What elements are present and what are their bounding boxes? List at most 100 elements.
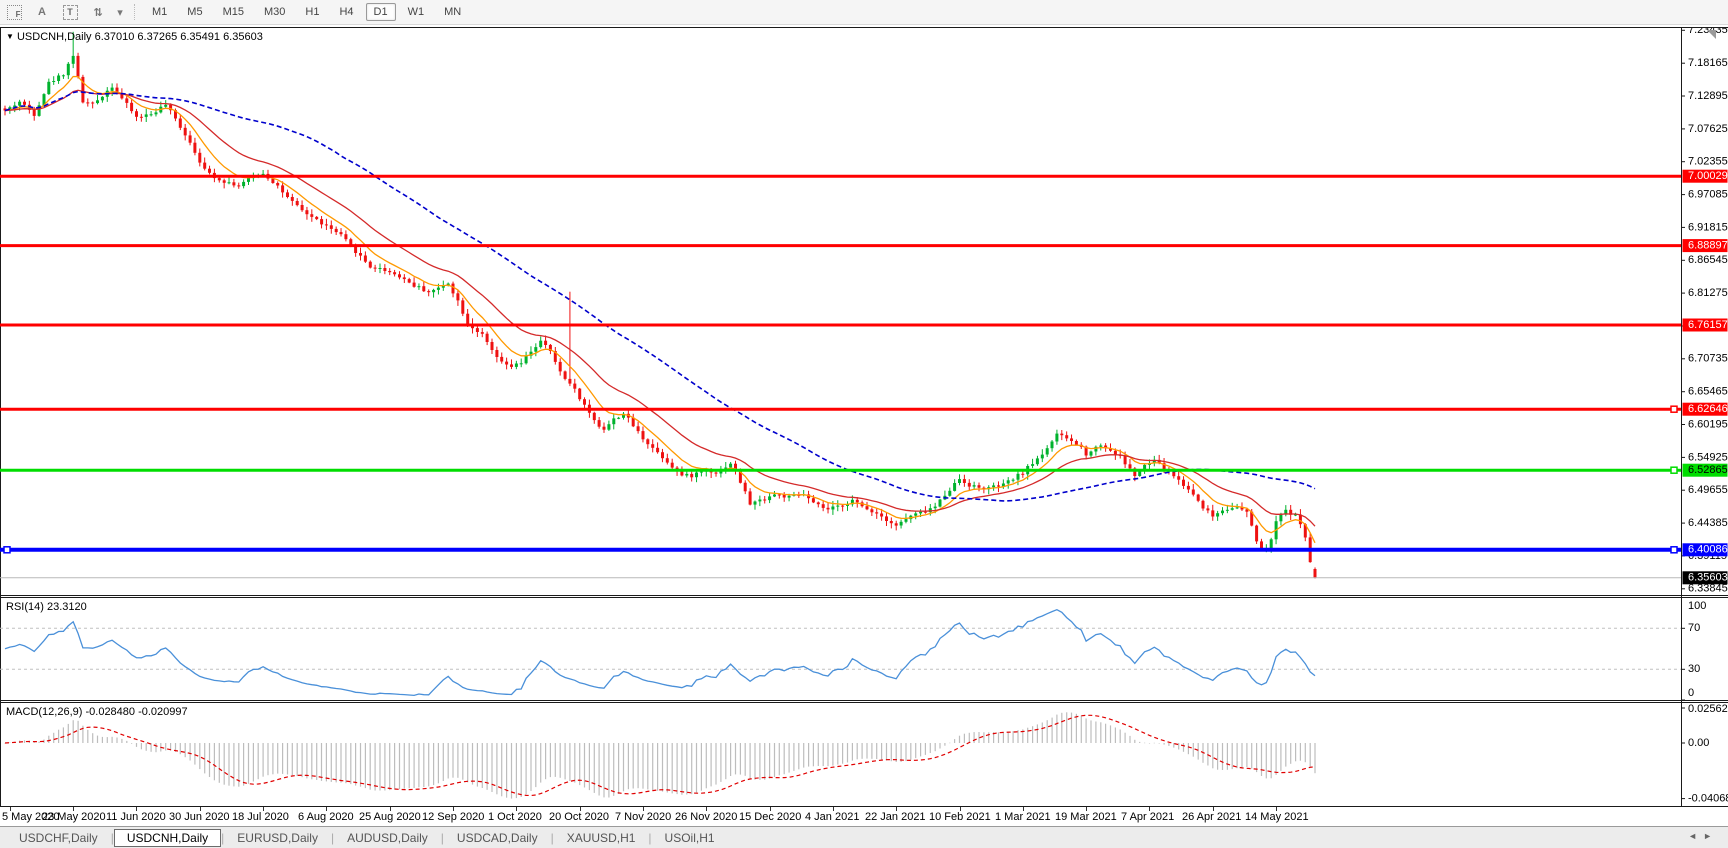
- tab-scroll-left-icon[interactable]: ◄: [1688, 831, 1704, 841]
- rsi-label: RSI(14) 23.3120: [6, 601, 87, 613]
- chart-tab-audusd[interactable]: AUDUSD,Daily: [347, 831, 428, 845]
- chart-tab-eurusd[interactable]: EURUSD,Daily: [237, 831, 318, 845]
- date-tick: [390, 807, 391, 811]
- chart-tab-usoil[interactable]: USOil,H1: [664, 831, 715, 845]
- timeframe-button-m15[interactable]: M15: [222, 6, 244, 18]
- caret-down-icon[interactable]: ▾: [117, 6, 123, 19]
- chart-tab-usdchf[interactable]: USDCHF,Daily: [19, 831, 98, 845]
- main-panel-bottom-border: [0, 595, 1728, 596]
- ohlc-values: 6.37010 6.37265 6.35491 6.35603: [94, 31, 263, 43]
- date-tick: [833, 807, 834, 811]
- tab-separator: |: [648, 831, 652, 845]
- tab-scroll-right-icon[interactable]: ►: [1703, 831, 1718, 841]
- svg-text:7.18165: 7.18165: [1688, 57, 1728, 69]
- date-label: 19 Mar 2021: [1055, 811, 1117, 823]
- date-label: 14 May 2021: [1245, 811, 1309, 823]
- crosshair-grid-icon[interactable]: F: [3, 3, 25, 21]
- macd-indicator-panel[interactable]: 0.025623 0.00 -0.040687: [0, 703, 1728, 806]
- date-tick: [10, 807, 11, 811]
- svg-text:30: 30: [1688, 663, 1700, 675]
- date-label: 11 Jun 2020: [106, 811, 166, 823]
- rsi-indicator-panel[interactable]: 100 70 30 0: [0, 598, 1728, 700]
- text-label-icon[interactable]: A: [38, 6, 46, 18]
- date-label: 5 May 2020: [2, 811, 60, 823]
- timeframe-button-h4[interactable]: H4: [339, 6, 354, 18]
- main-price-chart[interactable]: 7.23435 7.18165 7.12895 7.07625 7.02355 6.970…: [0, 28, 1728, 595]
- arrow-style-icon[interactable]: ⇅: [93, 6, 103, 19]
- svg-text:0.00: 0.00: [1688, 737, 1709, 749]
- chart-tab-usdcnh[interactable]: USDCNH,Daily: [113, 829, 222, 847]
- svg-text:6.81275: 6.81275: [1688, 287, 1728, 299]
- date-label: 4 Jan 2021: [805, 811, 860, 823]
- date-tick: [73, 807, 74, 811]
- date-label: 7 Apr 2021: [1121, 811, 1175, 823]
- svg-text:6.97085: 6.97085: [1688, 189, 1728, 201]
- date-label: 26 Apr 2021: [1182, 811, 1242, 823]
- timeframe-buttons: M1 M5 M15 M30 H1 H4 D1 W1 MN: [142, 3, 471, 21]
- svg-text:7.12895: 7.12895: [1688, 90, 1728, 102]
- date-label: 7 Nov 2020: [615, 811, 672, 823]
- symbol-dropdown-icon[interactable]: ▼: [6, 32, 14, 41]
- text-box-icon[interactable]: T: [59, 3, 81, 21]
- svg-text:6.86545: 6.86545: [1688, 254, 1728, 266]
- svg-text:6.33845: 6.33845: [1688, 583, 1728, 595]
- tab-separator: |: [330, 831, 335, 845]
- tab-separator: |: [110, 831, 114, 845]
- timeframe-button-w1[interactable]: W1: [407, 6, 425, 18]
- date-label: 23 May 2020: [42, 811, 106, 823]
- svg-text:7.00029: 7.00029: [1688, 170, 1728, 182]
- svg-text:6.35603: 6.35603: [1688, 572, 1728, 584]
- timeframe-button-d1[interactable]: D1: [365, 3, 396, 21]
- svg-text:6.76157: 6.76157: [1688, 319, 1728, 331]
- date-tick: [580, 807, 581, 811]
- timeframe-button-m1[interactable]: M1: [152, 6, 168, 18]
- macd-panel-top-border: [0, 702, 1728, 703]
- date-tick: [453, 807, 454, 811]
- date-tick: [960, 807, 961, 811]
- date-label: 1 Mar 2021: [995, 811, 1051, 823]
- chart-title: ▼ USDCNH,Daily 6.37010 6.37265 6.35491 6…: [6, 31, 263, 43]
- date-tick: [200, 807, 201, 811]
- date-label: 26 Nov 2020: [675, 811, 738, 823]
- date-tick: [1213, 807, 1214, 811]
- timeframe-button-m5[interactable]: M5: [187, 6, 203, 18]
- chart-tab-bar: USDCHF,Daily | USDCNH,Daily | EURUSD,Daily | A…: [0, 826, 1728, 848]
- macd-current-values: -0.028480 -0.020997: [85, 706, 188, 718]
- rsi-panel-top-border: [0, 597, 1728, 598]
- date-tick: [1276, 807, 1277, 811]
- macd-name: MACD(12,26,9): [6, 706, 83, 718]
- macd-panel-bottom-border: [0, 806, 1728, 807]
- timeframe-button-mn[interactable]: MN: [444, 6, 462, 18]
- date-label: 30 Jun 2020: [169, 811, 230, 823]
- chart-top-border: [0, 27, 1728, 28]
- date-tick: [896, 807, 897, 811]
- svg-text:6.91815: 6.91815: [1688, 221, 1728, 233]
- svg-text:6.44385: 6.44385: [1688, 517, 1728, 529]
- date-tick: [643, 807, 644, 811]
- svg-text:0: 0: [1688, 687, 1694, 699]
- svg-text:6.54925: 6.54925: [1688, 451, 1728, 463]
- date-label: 15 Dec 2020: [739, 811, 802, 823]
- svg-text:6.49655: 6.49655: [1688, 484, 1728, 496]
- svg-text:70: 70: [1688, 622, 1700, 634]
- date-tick: [1023, 807, 1024, 811]
- date-tick: [706, 807, 707, 811]
- svg-text:7.07625: 7.07625: [1688, 123, 1728, 135]
- chart-toolbar: F A T ⇅ ▾ M1 M5 M15 M30 H1 H4 D1 W1 MN: [0, 0, 1728, 25]
- svg-text:6.52865: 6.52865: [1688, 464, 1728, 476]
- date-label: 12 Sep 2020: [422, 811, 485, 823]
- macd-label: MACD(12,26,9) -0.028480 -0.020997: [6, 706, 188, 718]
- date-label: 10 Feb 2021: [929, 811, 991, 823]
- toolbar-separator: [134, 4, 136, 20]
- chart-tab-usdcad[interactable]: USDCAD,Daily: [456, 831, 538, 845]
- timeframe-button-m30[interactable]: M30: [263, 6, 286, 18]
- svg-text:6.62646: 6.62646: [1688, 403, 1728, 415]
- tab-separator: |: [221, 831, 225, 845]
- chart-tab-xauusd[interactable]: XAUUSD,H1: [566, 831, 636, 845]
- svg-text:6.40086: 6.40086: [1688, 544, 1728, 556]
- timeframe-button-h1[interactable]: H1: [305, 6, 320, 18]
- date-label: 20 Oct 2020: [549, 811, 609, 823]
- date-label: 6 Aug 2020: [298, 811, 354, 823]
- date-tick: [1149, 807, 1150, 811]
